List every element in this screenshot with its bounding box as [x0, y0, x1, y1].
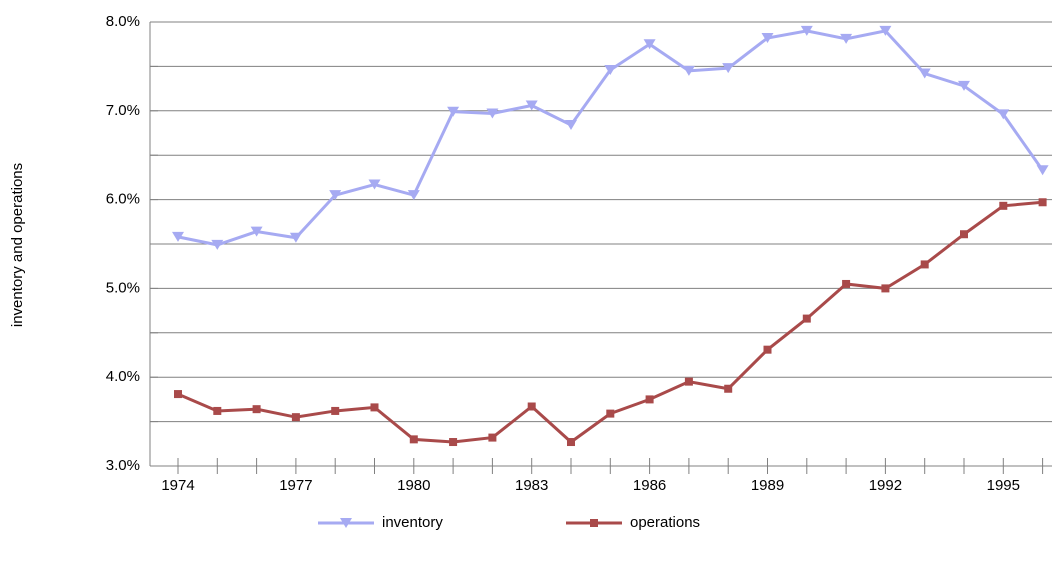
data-point: [527, 402, 536, 411]
data-point: [447, 106, 460, 117]
data-point: [682, 65, 695, 76]
data-point: [565, 120, 577, 131]
data-point: [960, 230, 968, 239]
data-point: [606, 409, 615, 418]
data-point: [252, 405, 261, 414]
data-point: [763, 345, 772, 354]
data-point: [643, 39, 656, 50]
x-tick-label: 1983: [515, 477, 548, 494]
x-tick-label: 1980: [397, 477, 430, 494]
y-tick-label: 3.0%: [106, 457, 140, 474]
data-point: [802, 314, 811, 323]
x-tick-label: 1989: [751, 477, 784, 494]
data-point: [486, 108, 499, 119]
data-point: [525, 100, 538, 111]
data-point: [331, 406, 340, 415]
x-tick-label: 1995: [987, 477, 1020, 494]
data-point: [449, 438, 458, 447]
data-point: [761, 32, 774, 43]
data-point: [291, 413, 300, 422]
data-point: [409, 435, 418, 444]
x-tick-label: 1977: [279, 477, 312, 494]
data-point: [567, 438, 575, 447]
data-point: [407, 190, 420, 201]
data-point: [289, 232, 302, 243]
legend-label: inventory: [382, 514, 443, 531]
legend-marker: [590, 519, 598, 527]
data-point: [958, 80, 970, 91]
y-axis-label: inventory and operations: [9, 163, 26, 327]
y-tick-label: 6.0%: [106, 191, 140, 208]
data-point: [1038, 198, 1047, 207]
y-tick-label: 8.0%: [106, 13, 140, 30]
legend-label: operations: [630, 514, 700, 531]
data-point: [918, 68, 931, 79]
x-tick-label: 1992: [869, 477, 902, 494]
data-point: [842, 279, 851, 288]
data-point: [724, 384, 733, 393]
data-point: [997, 109, 1010, 120]
y-tick-label: 7.0%: [106, 102, 140, 119]
data-point: [879, 25, 892, 36]
data-point: [488, 433, 497, 442]
data-point: [800, 25, 813, 36]
data-point: [881, 284, 890, 293]
data-point: [604, 64, 617, 75]
data-point: [250, 226, 263, 237]
data-point: [645, 395, 654, 404]
data-point: [211, 239, 224, 250]
data-point: [174, 390, 182, 399]
data-point: [213, 406, 222, 415]
data-point: [999, 201, 1008, 210]
data-point: [684, 377, 693, 386]
y-tick-label: 4.0%: [106, 368, 140, 385]
data-point: [370, 403, 379, 412]
data-point: [1036, 165, 1049, 176]
data-point: [722, 63, 735, 74]
series-line: [177, 29, 1044, 247]
x-tick-label: 1974: [161, 477, 194, 494]
legend-marker: [340, 518, 352, 528]
y-tick-label: 5.0%: [106, 279, 140, 296]
data-point: [368, 179, 381, 190]
series-line: [177, 200, 1043, 444]
data-point: [172, 231, 184, 242]
data-point: [840, 33, 853, 44]
x-tick-label: 1986: [633, 477, 666, 494]
data-point: [329, 190, 342, 201]
data-point: [920, 260, 929, 269]
